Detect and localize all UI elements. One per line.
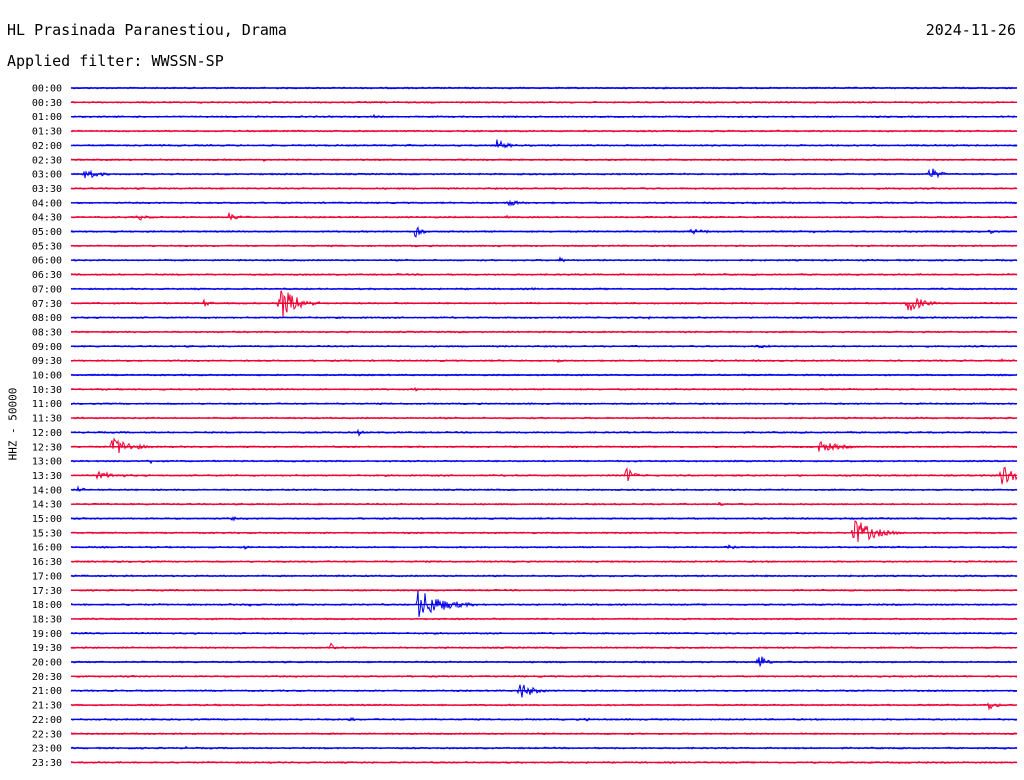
row-label-1730: 17:30 <box>32 586 62 597</box>
row-label-1630: 16:30 <box>32 557 62 568</box>
row-label-1230: 12:30 <box>32 442 62 453</box>
row-label-0300: 03:00 <box>32 170 62 181</box>
row-label-0630: 06:30 <box>32 270 62 281</box>
row-label-1500: 15:00 <box>32 514 62 525</box>
row-label-1300: 13:00 <box>32 457 62 468</box>
row-label-2300: 23:00 <box>32 744 62 755</box>
row-label-0600: 06:00 <box>32 256 62 267</box>
row-label-0900: 09:00 <box>32 342 62 353</box>
row-label-0800: 08:00 <box>32 313 62 324</box>
row-label-0430: 04:30 <box>32 213 62 224</box>
trace-0300 <box>70 168 1018 179</box>
row-label-2230: 22:30 <box>32 729 62 740</box>
row-label-0100: 01:00 <box>32 112 62 123</box>
row-label-1430: 14:30 <box>32 500 62 511</box>
row-label-1330: 13:30 <box>32 471 62 482</box>
station-title: HL Prasinada Paranestiou, Drama <box>7 21 287 39</box>
row-label-0000: 00:00 <box>32 84 62 95</box>
row-label-1900: 19:00 <box>32 629 62 640</box>
row-label-1700: 17:00 <box>32 571 62 582</box>
row-label-0930: 09:30 <box>32 356 62 367</box>
row-label-0530: 05:30 <box>32 241 62 252</box>
row-label-2330: 23:30 <box>32 758 62 769</box>
trace-0730 <box>70 290 1018 318</box>
row-label-0730: 07:30 <box>32 299 62 310</box>
row-label-0400: 04:00 <box>32 198 62 209</box>
row-label-0230: 02:30 <box>32 155 62 166</box>
row-label-0130: 01:30 <box>32 127 62 138</box>
row-label-2130: 21:30 <box>32 701 62 712</box>
row-label-1600: 16:00 <box>32 543 62 554</box>
row-label-1030: 10:30 <box>32 385 62 396</box>
row-label-1930: 19:30 <box>32 643 62 654</box>
row-label-0030: 00:30 <box>32 98 62 109</box>
row-label-2100: 21:00 <box>32 686 62 697</box>
date-label: 2024-11-26 <box>925 21 1016 39</box>
trace-1230 <box>70 437 1017 453</box>
row-label-0700: 07:00 <box>32 284 62 295</box>
trace-1800 <box>71 590 1018 617</box>
row-label-0200: 02:00 <box>32 141 62 152</box>
row-label-1100: 11:00 <box>32 399 62 410</box>
filter-label: Applied filter: WWSSN-SP <box>7 52 224 70</box>
row-label-1800: 18:00 <box>32 600 62 611</box>
trace-0200 <box>70 139 1018 149</box>
row-label-1000: 10:00 <box>32 371 62 382</box>
trace-1530 <box>70 520 1018 543</box>
row-label-2000: 20:00 <box>32 658 62 669</box>
row-label-1200: 12:00 <box>32 428 62 439</box>
row-label-1130: 11:30 <box>32 414 62 425</box>
row-label-1400: 14:00 <box>32 485 62 496</box>
row-label-1530: 15:30 <box>32 528 62 539</box>
row-label-1830: 18:30 <box>32 614 62 625</box>
row-label-2030: 20:30 <box>32 672 62 683</box>
row-label-0330: 03:30 <box>32 184 62 195</box>
row-label-0500: 05:00 <box>32 227 62 238</box>
row-label-0830: 08:30 <box>32 327 62 338</box>
row-label-2200: 22:00 <box>32 715 62 726</box>
